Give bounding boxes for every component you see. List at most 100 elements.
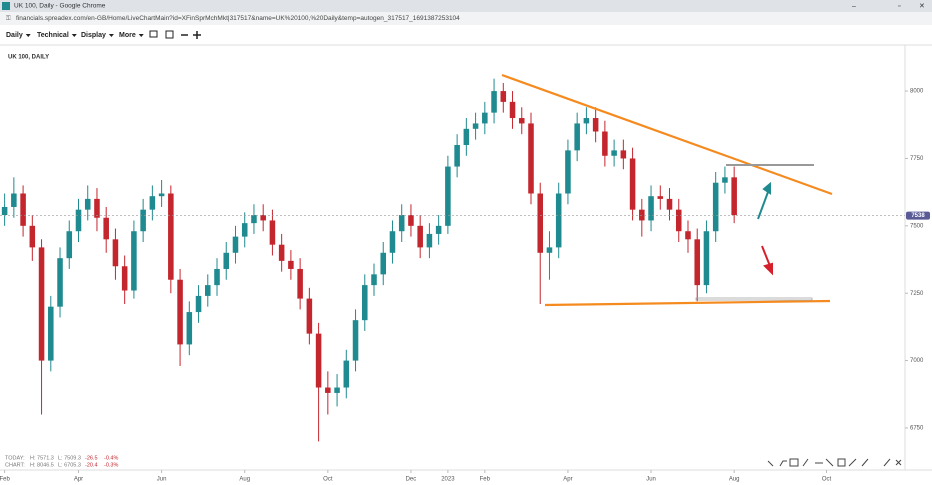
toolbar (0, 25, 932, 45)
candle-body (620, 150, 627, 159)
candle-body (66, 231, 73, 259)
candle-body (639, 209, 645, 221)
readout-low: L: 6705.3 (58, 462, 81, 468)
readout-low: L: 7509.3 (58, 455, 81, 461)
candle-body (251, 215, 257, 224)
window-titlebar (0, 0, 932, 12)
readout-change-pct: -0.3% (104, 462, 118, 468)
candle-body (509, 101, 516, 119)
x-tick-label: Feb (0, 477, 10, 483)
candle-body (675, 209, 682, 232)
candle-body (168, 193, 174, 280)
candle-body (389, 231, 396, 253)
save-icon[interactable] (165, 30, 174, 39)
candle-body (463, 128, 470, 145)
candle-body (223, 252, 230, 269)
open-icon[interactable] (149, 30, 158, 38)
candle-body (380, 252, 387, 275)
candle-body (712, 182, 719, 232)
candle-body (472, 123, 479, 129)
candle-body (362, 285, 368, 321)
candle-body (75, 209, 82, 232)
y-tick-label: 7250 (910, 291, 924, 297)
menu-item[interactable]: More (119, 32, 136, 39)
candle-body (149, 196, 156, 210)
menu-item[interactable]: Display (81, 32, 106, 39)
candle-body (602, 131, 608, 156)
candle-body (454, 144, 460, 167)
candle-body (269, 220, 276, 245)
candle-body (518, 118, 525, 124)
lock-icon: ⚿ (6, 15, 11, 22)
candle-body (278, 244, 285, 261)
readout-change-pct: -0.4% (104, 455, 118, 461)
candle-body (195, 295, 202, 313)
last-price-label: 7538 (911, 213, 925, 219)
zoom-in-icon[interactable] (193, 31, 201, 39)
candle-body (500, 91, 507, 102)
menu-item[interactable]: Daily (6, 32, 23, 39)
candle-body (555, 193, 562, 248)
candle-body (583, 118, 590, 124)
x-tick-label: Aug (239, 477, 250, 483)
candle-body (334, 387, 340, 393)
x-tick-label: Dec (406, 477, 417, 483)
candle-body (574, 123, 580, 151)
candle-body (565, 150, 571, 194)
app-icon (2, 2, 10, 10)
candle-body (306, 298, 313, 334)
candle-body (445, 166, 451, 226)
candle-body (232, 236, 239, 253)
x-tick-label: Oct (822, 477, 832, 483)
candle-body (546, 247, 553, 253)
minimize-button[interactable]: – (852, 3, 856, 10)
candle-body (315, 333, 322, 388)
candle-body (703, 231, 710, 286)
readout-change: -20.4 (85, 462, 98, 468)
candle-body (158, 193, 165, 197)
up-arrow (757, 181, 771, 220)
y-tick-label: 6750 (910, 426, 924, 432)
trendline-resistance (501, 73, 833, 196)
dropdown-caret (71, 34, 77, 37)
candle-body (685, 231, 691, 240)
candle-body (398, 215, 405, 232)
candle-body (297, 268, 303, 299)
candle-body (528, 123, 534, 194)
candle-body (352, 320, 359, 361)
drawing-tools[interactable] (767, 458, 902, 467)
candle-body (694, 239, 700, 286)
candle-body (371, 274, 377, 286)
maximize-button[interactable]: ▫ (898, 3, 900, 10)
y-tick-label: 8000 (910, 89, 924, 95)
candle-body (20, 193, 26, 226)
x-tick-label: Jun (157, 477, 167, 483)
readout-change: -26.5 (85, 455, 98, 461)
readout-high: H: 8046.5 (30, 462, 54, 468)
candle-body (57, 258, 63, 307)
address-bar[interactable] (0, 12, 932, 25)
candle-body (722, 177, 728, 183)
candle-body (140, 209, 146, 232)
close-button[interactable]: ✕ (919, 3, 925, 10)
dropdown-caret (138, 34, 144, 37)
url[interactable]: financials.spreadex.com/en-GB/Home/LiveC… (16, 15, 460, 22)
trendline-support (544, 299, 831, 307)
down-arrow (761, 245, 773, 276)
candle-body (537, 193, 543, 253)
candle-body (84, 198, 91, 210)
menu-item[interactable]: Technical (37, 32, 69, 39)
dropdown-caret (108, 34, 114, 37)
candles (1, 78, 737, 442)
candle-body (491, 91, 497, 113)
x-tick-label: Apr (563, 477, 572, 483)
chart-title: UK 100, DAILY (8, 55, 49, 61)
window-title: UK 100, Daily - Google Chrome (14, 3, 106, 10)
x-tick-label: Aug (729, 477, 740, 483)
toolbar-items: Daily Technical Display More (6, 32, 144, 39)
candle-body (343, 360, 350, 388)
x-tick-label: Oct (323, 477, 333, 483)
candle-body (731, 177, 737, 216)
candle-body (29, 225, 36, 248)
